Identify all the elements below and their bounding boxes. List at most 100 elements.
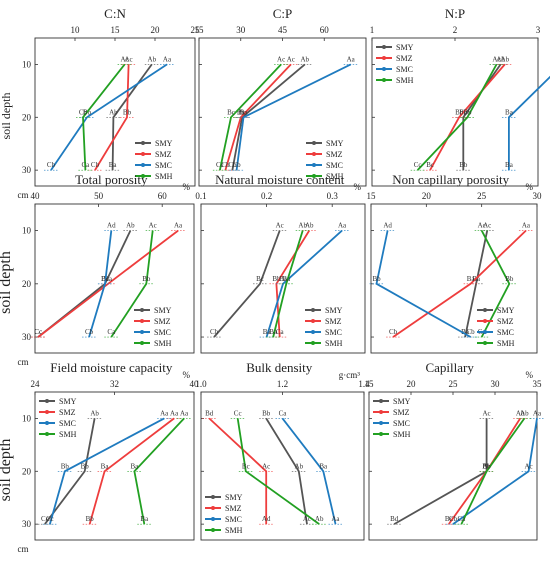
cm-label: cm [18,190,29,200]
legend-label: SMH [155,172,173,181]
significance-label: Ac [262,462,270,470]
significance-label: Ca [276,328,285,336]
y-tick-label: 10 [22,226,32,236]
x-tick-label: 40 [190,379,200,389]
significance-label: Ba [269,328,278,336]
significance-label: Bb [372,275,381,283]
legend-marker [312,163,316,167]
legend-label: SMH [225,526,243,535]
legend-label: SMC [155,161,172,170]
chart-title: Non capillary porosity [392,172,509,187]
significance-label: Ac [125,55,133,63]
significance-label: Bb [483,462,492,470]
significance-label: Bb [459,161,468,169]
legend: SMY SMZ SMC SMH [135,139,173,181]
significance-label: Ab [298,222,307,230]
legend-marker [311,308,315,312]
chart-title: Bulk density [246,360,313,375]
x-tick-label: 60 [320,25,330,35]
significance-label: Ba [461,328,470,336]
significance-label: Ac [483,409,491,417]
legend-marker [141,174,145,178]
legend-label: SMY [225,493,243,502]
y-axis-label: soil depth [0,251,14,314]
significance-label: Aa [331,515,340,523]
x-tick-label: 1.4 [358,379,370,389]
y-tick-label: 20 [22,466,32,476]
legend-marker [45,432,49,436]
significance-label: Bb [455,108,464,116]
x-tick-label: 0.3 [327,191,339,201]
legend-marker [140,319,144,323]
x-tick-label: 1.2 [277,379,288,389]
significance-label: Cb [228,161,237,169]
legend-marker [382,56,386,60]
significance-label: Ba [109,161,118,169]
y-tick-label: 30 [22,332,32,342]
unit-label: % [526,182,534,192]
legend: SMY SMZ SMC SMH [376,43,414,85]
panel-1: C:P15 30 45 60AbBaCbAcBaCbAaBaCbAcBcCcSMYSM… [195,6,367,187]
x-tick-label: 60 [158,191,168,201]
unit-label: g·cm³ [339,370,360,380]
legend-label: SMZ [396,54,413,63]
significance-label: Cc [234,409,242,417]
legend-label: SMC [225,515,242,524]
significance-label: Ad [383,222,392,230]
significance-label: Aa [160,409,169,417]
significance-label: Cb [210,328,219,336]
significance-label: Ba [238,108,247,116]
significance-label: Cb [232,161,241,169]
significance-label: Aa [174,222,183,230]
legend-label: SMZ [393,408,410,417]
x-tick-label: 2 [453,25,458,35]
significance-label: Ba [130,462,139,470]
significance-label: Ca [107,328,116,336]
legend-marker [211,506,215,510]
series-line-SMY [37,230,132,338]
y-axis-label: soil depth [0,93,13,140]
significance-label: Ac [478,222,486,230]
legend: SMY SMZ SMC SMH [134,306,172,348]
significance-label: Bc [256,275,264,283]
legend-label: SMC [59,419,76,428]
significance-label: Ac [525,462,533,470]
series-line-SMH [236,418,320,525]
x-tick-label: 20 [151,25,161,35]
y-axis-label: soil depth [0,439,14,502]
significance-label: Bb [61,462,70,470]
legend-label: SMC [393,419,410,428]
legend-marker [379,432,383,436]
x-tick-label: 1.0 [195,379,207,389]
significance-label: Bc [445,515,453,523]
series-line-SMH [219,63,282,171]
significance-label: Cc [414,161,422,169]
significance-label: Ca [82,161,91,169]
significance-label: Ab [305,222,314,230]
significance-label: Cc [41,515,49,523]
legend-label: SMH [59,430,77,439]
legend-label: SMZ [225,504,242,513]
significance-label: Cb [85,328,94,336]
series-line-SMC [452,418,538,525]
chart-title: Capillary [425,360,474,375]
legend-label: SMZ [497,317,514,326]
legend-marker [311,330,315,334]
significance-label: Bd [205,409,214,417]
significance-label: Ab [482,462,491,470]
significance-label: Bb [483,462,492,470]
chart-title: N:P [445,6,465,21]
significance-label: Bb [262,409,271,417]
legend-marker [483,308,487,312]
legend-marker [45,410,49,414]
x-tick-label: 45 [278,25,288,35]
significance-label: Bc [101,275,109,283]
significance-label: Aa [338,222,347,230]
series-line-SMC [375,230,472,338]
significance-label: Ac [121,55,129,63]
significance-label: Cc [216,161,224,169]
legend-marker [211,517,215,521]
legend-marker [140,308,144,312]
legend-label: SMY [154,306,172,315]
x-tick-label: 24 [31,379,41,389]
